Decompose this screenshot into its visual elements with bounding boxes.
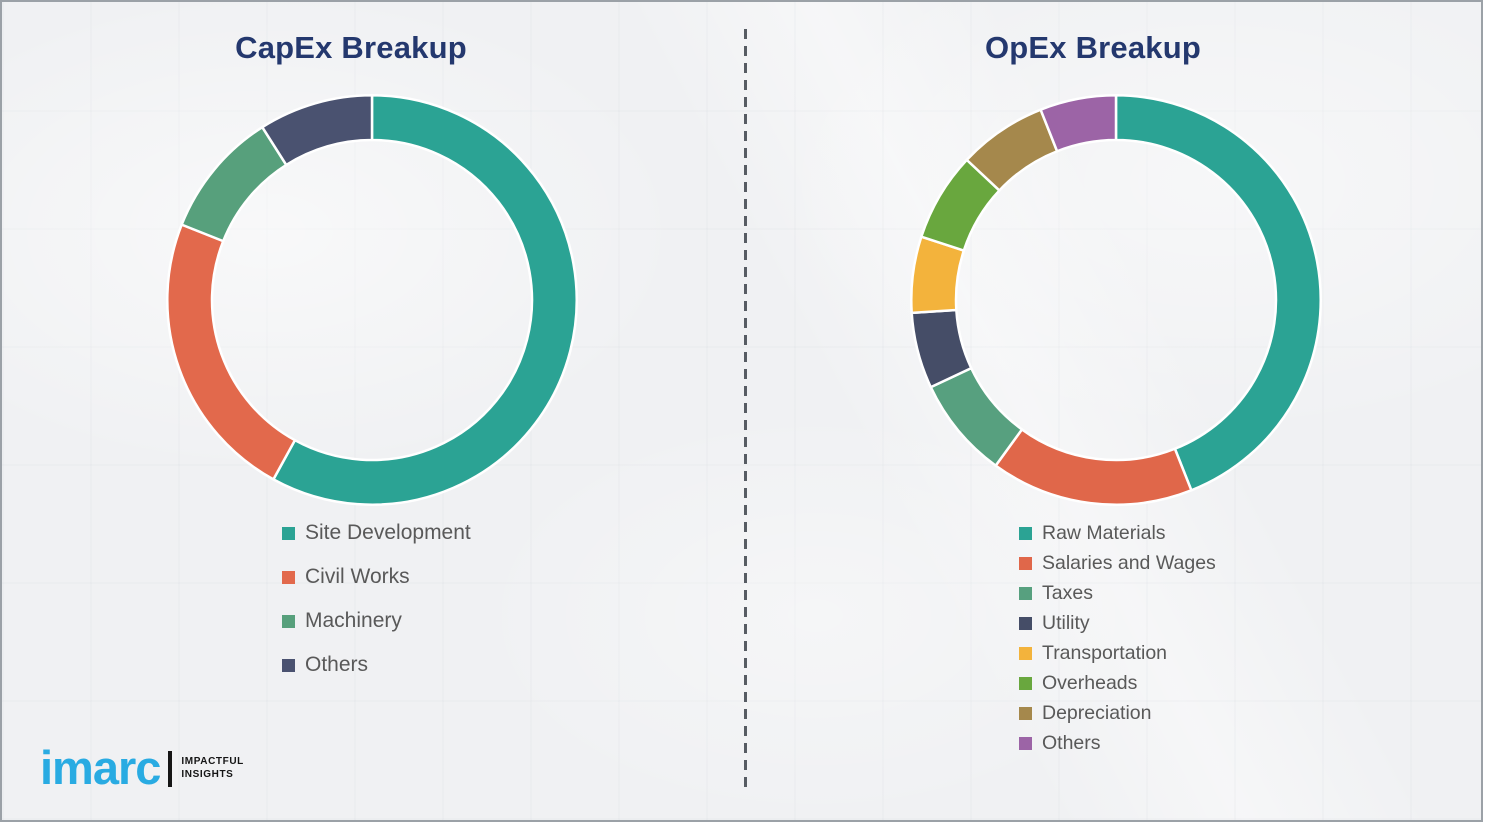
legend-label: Others — [1042, 731, 1101, 754]
legend-label: Taxes — [1042, 581, 1093, 604]
donut-segment-others — [261, 94, 374, 167]
legend-swatch-icon — [1019, 646, 1032, 660]
legend-swatch-icon — [282, 614, 295, 628]
legend-swatch-icon — [1019, 616, 1032, 630]
legend-label: Depreciation — [1042, 701, 1152, 724]
donut-segment-raw-materials — [1114, 94, 1322, 492]
legend-item-salaries-and-wages: Salaries and Wages — [1019, 548, 1216, 578]
legend-item-machinery: Machinery — [282, 599, 471, 643]
legend-label: Civil Works — [305, 565, 410, 588]
legend-label: Site Development — [305, 521, 471, 544]
legend-label: Salaries and Wages — [1042, 551, 1216, 574]
legend-item-depreciation: Depreciation — [1019, 698, 1216, 728]
legend-swatch-icon — [1019, 676, 1032, 690]
capex-legend: Site Development Civil Works Machinery Othe… — [282, 511, 471, 687]
logo-divider-bar — [168, 750, 173, 787]
legend-label: Raw Materials — [1042, 521, 1166, 544]
legend-item-civil-works: Civil Works — [282, 555, 471, 599]
legend-swatch-icon — [1019, 556, 1032, 570]
legend-swatch-icon — [282, 658, 295, 672]
legend-swatch-icon — [282, 570, 295, 584]
capex-donut-chart — [166, 94, 578, 506]
donut-segment-others — [1039, 94, 1118, 153]
opex-title: OpEx Breakup — [984, 30, 1202, 65]
legend-item-transportation: Transportation — [1019, 638, 1216, 668]
legend-item-overheads: Overheads — [1019, 668, 1216, 698]
legend-swatch-icon — [282, 526, 295, 540]
logo-tagline-line2: INSIGHTS — [181, 768, 234, 780]
opex-donut-chart — [910, 94, 1322, 506]
capex-title: CapEx Breakup — [235, 30, 467, 65]
legend-swatch-icon — [1019, 586, 1032, 600]
legend-label: Machinery — [305, 609, 402, 632]
legend-swatch-icon — [1019, 706, 1032, 720]
imarc-logo: imarc IMPACTFUL INSIGHTS — [40, 744, 244, 791]
opex-legend: Raw Materials Salaries and Wages Taxes Util… — [1019, 518, 1216, 758]
vertical-dashed-divider — [744, 29, 747, 794]
legend-label: Transportation — [1042, 641, 1168, 664]
legend-item-others: Others — [282, 643, 471, 687]
legend-item-site-development: Site Development — [282, 511, 471, 555]
logo-tagline-line1: IMPACTFUL — [181, 756, 244, 767]
donut-segment-salaries-and-wages — [994, 428, 1193, 506]
imarc-wordmark: imarc — [40, 741, 161, 794]
donut-segment-machinery — [180, 125, 288, 243]
slide-frame: CapEx Breakup OpEx Breakup Site Developm… — [0, 0, 1483, 822]
logo-tagline: IMPACTFUL INSIGHTS — [181, 756, 243, 781]
donut-segment-civil-works — [166, 223, 297, 481]
legend-label: Overheads — [1042, 671, 1138, 694]
donut-segment-site-development — [272, 94, 578, 506]
legend-swatch-icon — [1019, 736, 1032, 750]
legend-label: Utility — [1042, 611, 1090, 634]
legend-item-taxes: Taxes — [1019, 578, 1216, 608]
legend-item-raw-materials: Raw Materials — [1019, 518, 1216, 548]
legend-swatch-icon — [1019, 526, 1032, 540]
legend-item-utility: Utility — [1019, 608, 1216, 638]
legend-item-others: Others — [1019, 728, 1216, 758]
legend-label: Others — [305, 653, 369, 676]
